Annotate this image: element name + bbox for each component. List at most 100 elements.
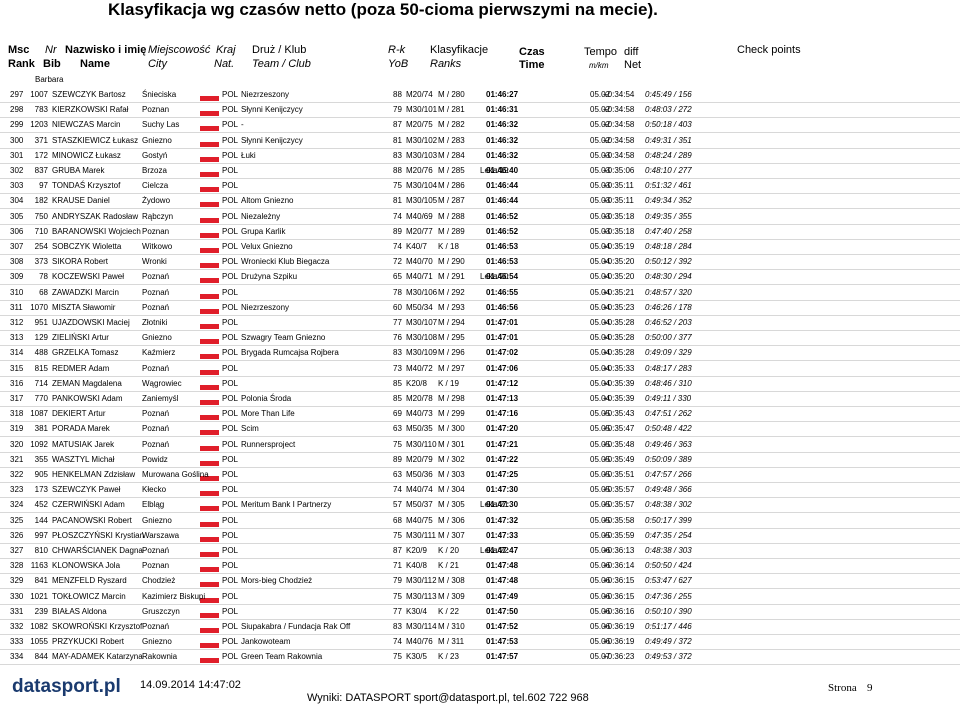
cell-name: PORADA Marek [52,424,110,434]
cell-diff: +0:35:18 [603,211,635,221]
cell-nat: POL [222,135,239,145]
cell-city: Poznań [142,287,170,297]
cell-bib: 951 [34,318,48,327]
cell-nat: POL [222,485,239,495]
cell-rank: 318 [10,409,24,419]
cell-city: Poznań [142,363,170,373]
cell-sex: M / 302 [438,454,465,464]
cell-bib: 997 [34,530,48,540]
cell-net: 0:48:38 / 302 [645,500,692,510]
cell-net: 0:48:57 / 320 [645,287,692,297]
cell-time: 01:46:44 [486,196,519,206]
cell-sex: M / 296 [438,348,465,358]
cell-nat: POL [222,576,239,586]
cell-name: STASZKIEWICZ Łukasz [52,135,139,145]
cell-name: BARANOWSKI Wojciech [52,226,141,236]
cell-sex: M / 285 [438,166,465,175]
header-time: Time [519,59,545,71]
cell-diff: +0:34:54 [603,90,635,99]
cell-bib: 1007 [30,90,48,99]
cell-rank: 310 [10,287,24,297]
cell-sex: M / 298 [438,394,465,403]
cell-yob: 87 [393,546,402,555]
cell-name: ANDRYSZAK Radosław [52,211,139,221]
flag-icon [200,384,219,390]
cell-net: 0:47:35 / 254 [645,530,692,540]
cell-time: 01:47:25 [486,470,519,479]
cell-name: TONDAŚ Krzysztof [52,181,121,191]
cell-bib: 97 [39,181,48,191]
flag-icon [200,293,219,299]
cell-time: 01:47:47 [486,546,519,555]
cell-bib: 355 [34,454,48,464]
cell-time: 01:46:31 [486,105,519,115]
cell-time: 01:47:22 [486,454,519,464]
cell-diff: +0:35:20 [603,257,635,267]
cell-bib: 783 [34,105,48,115]
flag-icon [200,400,219,405]
cell-name: MENZFELD Ryszard [52,576,127,586]
cell-net: 0:49:49 / 372 [645,637,692,647]
cell-cat: M30/108 [406,333,438,343]
page-title: Klasyfikacja wg czasów netto (poza 50-ci… [108,0,658,19]
cell-rank: 327 [10,546,24,555]
cell-sex: M / 311 [438,637,465,647]
cell-yob: 72 [393,257,402,267]
cell-cat: M30/110 [406,439,437,449]
cell-sex: M / 297 [438,363,465,373]
cell-rank: 329 [10,576,24,586]
cell-bib: 837 [34,166,48,175]
cell-cat: M40/74 [406,485,433,495]
cell-nat: POL [222,196,239,206]
cell-rank: 334 [10,652,24,662]
result-row: 301 172 MINOWICZ Łukasz Gostyń POL Łuki 83 M30/… [0,148,960,164]
cell-sex: K / 23 [438,652,459,662]
result-row: 313 129 ZIELIŃSKI Artur Gniezno POL Szwagry T… [0,330,960,347]
cell-rank: 321 [10,454,24,464]
cell-nat: POL [222,409,239,419]
cell-net: 0:50:17 / 399 [645,515,692,525]
cell-yob: 83 [393,622,402,631]
result-row: 303 97 TONDAŚ Krzysztof Cielcza POL 75 M30/104… [0,178,960,195]
cell-nat: POL [222,181,239,191]
cell-name: SIKORA Robert [52,257,109,267]
cell-cat: M50/37 [406,500,433,510]
cell-net: 0:49:34 / 352 [645,196,692,206]
cell-sex: M / 305 [438,500,465,510]
cell-bib: 1163 [30,561,48,571]
cell-time: 01:47:57 [486,652,519,662]
result-row: 324 452 CZERWIŃSKI Adam Elbląg POL Meritum Ba… [0,497,960,514]
flag-icon [200,536,219,542]
cell-diff: +0:35:20 [603,272,635,282]
cell-pace: 05.02 [590,135,611,145]
cell-bib: 1055 [30,637,48,647]
cell-diff: +0:35:28 [603,333,635,343]
cell-bib: 254 [34,242,48,251]
cell-cat: M30/102 [406,135,438,145]
cell-cat: M30/104 [406,181,438,191]
cell-diff: +0:35:28 [603,348,635,358]
header-city: City [148,58,167,70]
cell-rank: 315 [10,363,24,373]
result-row: 318 1087 DEKIERT Artur Poznań POL More Than L… [0,406,960,423]
cell-time: 01:47:02 [486,348,519,358]
cell-city: Gniezno [142,333,172,343]
result-row: 330 1021 TOKŁOWICZ Marcin Kazimierz Biskupi… [0,589,960,605]
cell-city: Suchy Las [142,120,180,130]
cell-name: NIEWCZAS Marcin [52,120,121,130]
cell-nat: POL [222,272,239,282]
result-row: 322 905 HENKELMAN Zdzisław Murowana Goślina… [0,467,960,483]
cell-yob: 81 [393,135,402,145]
contact: Wyniki: DATASPORT sport@datasport.pl, te… [307,692,589,704]
cell-city: Gniezno [142,637,172,647]
cell-pace: 05.05 [590,439,611,449]
cell-name: CHWARŚCIANEK Dagna [52,546,143,555]
cell-net: 0:50:10 / 390 [645,606,692,616]
cell-diff: +0:35:39 [603,394,635,403]
cell-sex: M / 294 [438,318,465,327]
result-row: 298 783 KIERZKOWSKI Rafał Poznan POL Słynni K… [0,102,960,119]
cell-pace: 05.04 [590,302,611,312]
result-row: 334 844 MAY-ADAMEK Katarzyna Rakownia POL Gre… [0,649,960,666]
cell-city: Poznań [142,272,170,282]
cell-diff: +0:35:18 [603,226,635,236]
